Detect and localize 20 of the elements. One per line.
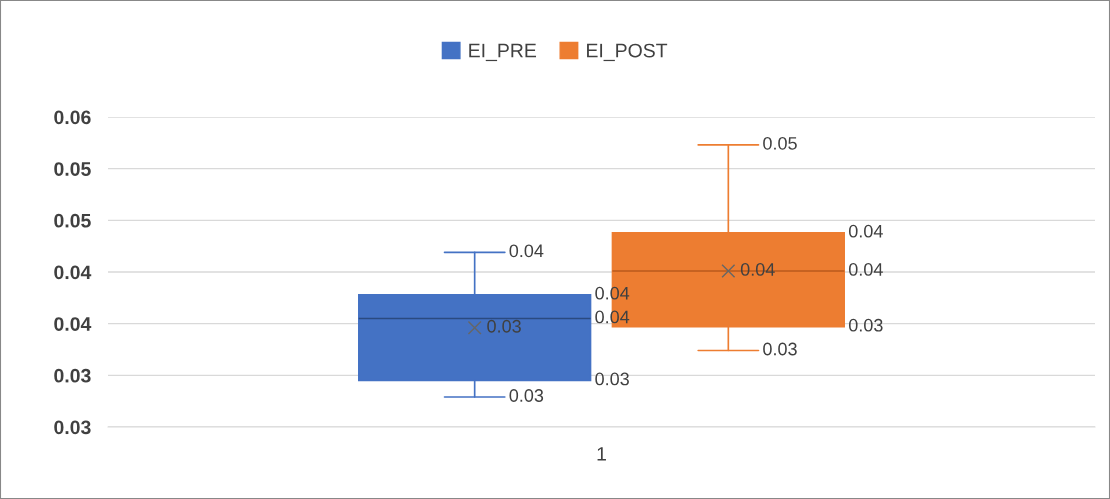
- annotation: 0.04: [848, 263, 883, 276]
- annotation: 0.04: [509, 244, 544, 258]
- legend-label: EI_POST: [587, 43, 668, 62]
- annotation: 0.03: [487, 319, 521, 333]
- y-tick-label: 0.04: [54, 265, 92, 280]
- x-tick-label: 1: [597, 447, 606, 461]
- annotation: 0.04: [740, 263, 775, 276]
- y-tick-label: 0.03: [54, 420, 91, 435]
- y-tick-label: 0.04: [54, 317, 92, 331]
- y-tick-label: 0.05: [54, 162, 91, 176]
- annotation: 0.03: [848, 318, 883, 332]
- annotation: 0.05: [763, 136, 797, 150]
- y-tick-label: 0.06: [54, 110, 91, 125]
- annotation: 0.03: [509, 389, 544, 402]
- legend-label: EI_PRE: [469, 43, 537, 62]
- annotation: 0.03: [763, 342, 797, 356]
- y-tick-label: 0.05: [54, 213, 91, 228]
- y-tick-label: 0.03: [54, 368, 91, 383]
- annotation: 0.03: [595, 372, 629, 386]
- annotation: 0.04: [848, 224, 883, 238]
